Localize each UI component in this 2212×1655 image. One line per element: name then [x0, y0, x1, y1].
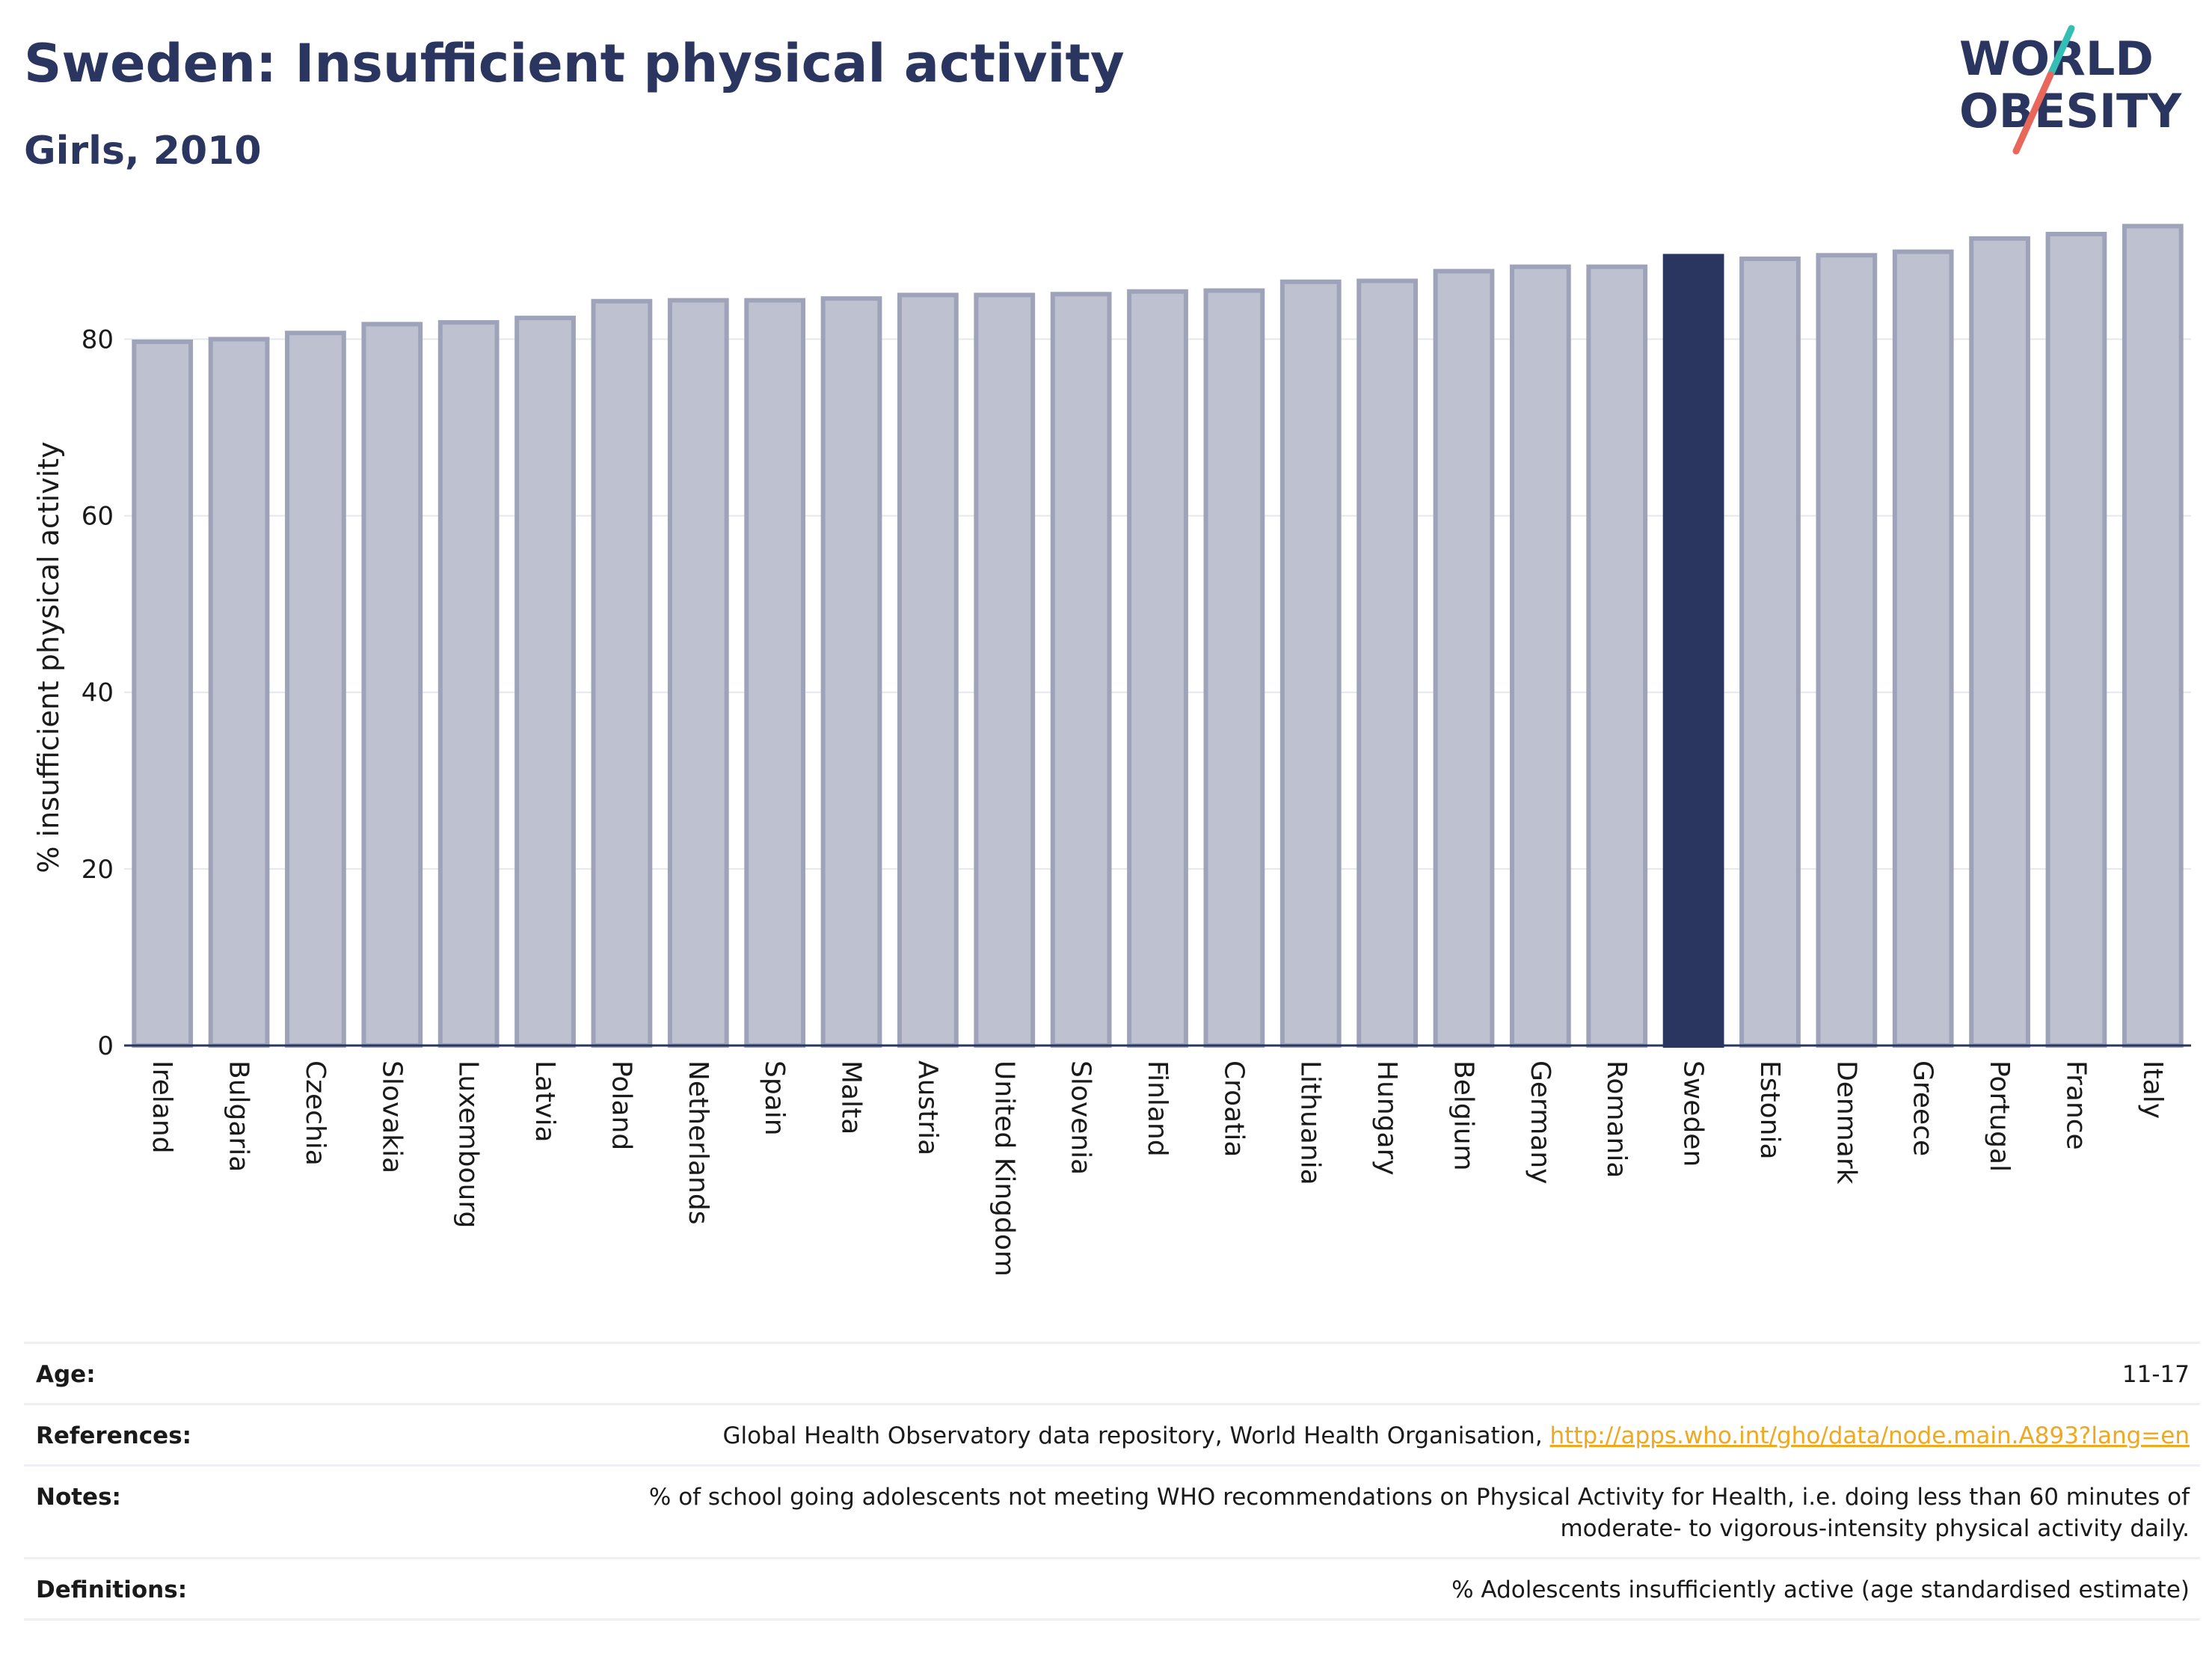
x-tick-label-czechia: Czechia — [300, 1060, 331, 1166]
y-tick-label: 20 — [82, 855, 114, 885]
notes-line-1: % of school going adolescents not meetin… — [648, 1484, 2190, 1511]
references-value: Global Health Observatory data repositor… — [241, 1403, 2200, 1466]
bar-germany[interactable] — [1509, 264, 1571, 1048]
x-tick-label-luxembourg: Luxembourg — [453, 1060, 484, 1228]
bar-poland[interactable] — [591, 298, 653, 1048]
bar-chart: 0 20 40 60 80 Ireland Bulgaria Czechia Slovakia… — [32, 224, 2191, 1277]
bar-latvia[interactable] — [514, 316, 576, 1048]
bar-hungary[interactable] — [1357, 278, 1418, 1048]
bar-slovakia[interactable] — [361, 322, 423, 1048]
bar-netherlands[interactable] — [667, 298, 729, 1048]
info-row-age: Age: 11-17 — [24, 1342, 2200, 1404]
bar-croatia[interactable] — [1203, 288, 1265, 1048]
x-tick-label-poland: Poland — [606, 1060, 636, 1150]
bar-malta[interactable] — [820, 296, 882, 1048]
x-tick-label-latvia: Latvia — [529, 1060, 560, 1143]
x-tick-label-spain: Spain — [759, 1060, 790, 1136]
x-tick-label-netherlands: Netherlands — [683, 1060, 713, 1224]
bar-lithuania[interactable] — [1279, 279, 1342, 1048]
x-tick-label-sweden: Sweden — [1678, 1060, 1709, 1167]
x-tick-label-croatia: Croatia — [1218, 1060, 1249, 1157]
y-tick-label: 0 — [97, 1031, 114, 1061]
references-label: References: — [24, 1403, 241, 1466]
definitions-label: Definitions: — [24, 1557, 241, 1621]
bar-austria[interactable] — [897, 292, 959, 1048]
x-tick-label-slovenia: Slovenia — [1066, 1060, 1096, 1175]
bar-spain[interactable] — [744, 298, 806, 1048]
x-tick-label-denmark: Denmark — [1831, 1060, 1861, 1185]
references-text: Global Health Observatory data repositor… — [722, 1422, 1550, 1449]
notes-line-2: moderate- to vigorous-intensity physical… — [1560, 1515, 2190, 1542]
bar-portugal[interactable] — [1969, 236, 2030, 1048]
bar-denmark[interactable] — [1816, 253, 1878, 1048]
bar-estonia[interactable] — [1739, 257, 1801, 1048]
x-tick-label-france: France — [2060, 1060, 2091, 1150]
info-table: Age: 11-17 References: Global Health Obs… — [24, 1342, 2200, 1621]
notes-label: Notes: — [24, 1464, 241, 1559]
x-tick-label-ireland: Ireland — [147, 1060, 177, 1154]
age-value: 11-17 — [241, 1342, 2200, 1404]
info-row-notes: Notes: % of school going adolescents not… — [24, 1464, 2200, 1559]
bar-czechia[interactable] — [285, 331, 346, 1048]
world-obesity-logo: WORLD OBESITY — [1959, 25, 2182, 155]
x-tick-label-germany: Germany — [1525, 1060, 1555, 1184]
x-tick-label-malta: Malta — [836, 1060, 867, 1134]
y-tick-label: 80 — [82, 325, 114, 354]
info-row-definitions: Definitions: % Adolescents insufficientl… — [24, 1557, 2200, 1621]
bar-slovenia[interactable] — [1050, 292, 1112, 1048]
logo-line-2: OBESITY — [1959, 84, 2182, 138]
x-tick-label-greece: Greece — [1908, 1060, 1938, 1156]
bar-bulgaria[interactable] — [208, 337, 270, 1048]
bar-luxembourg[interactable] — [437, 320, 500, 1048]
chart-subtitle: Girls, 2010 — [24, 129, 262, 174]
notes-value: % of school going adolescents not meetin… — [241, 1464, 2200, 1559]
y-tick-label: 60 — [82, 502, 114, 532]
x-tick-label-italy: Italy — [2137, 1060, 2168, 1119]
bar-sweden[interactable] — [1662, 254, 1724, 1048]
bar-finland[interactable] — [1127, 289, 1188, 1048]
bar-belgium[interactable] — [1433, 268, 1495, 1048]
x-tick-label-belgium: Belgium — [1448, 1060, 1478, 1171]
bars — [132, 224, 2184, 1048]
bar-united-kingdom[interactable] — [974, 292, 1036, 1048]
logo-slash-teal — [2047, 25, 2075, 79]
bar-ireland[interactable] — [132, 340, 194, 1048]
chart-title: Sweden: Insufficient physical activity — [24, 33, 1125, 94]
y-axis-title: % insufficient physical activity — [32, 441, 65, 873]
references-link[interactable]: http://apps.who.int/gho/data/node.main.A… — [1549, 1422, 2190, 1449]
definitions-value: % Adolescents insufficiently active (age… — [241, 1557, 2200, 1621]
x-tick-label-lithuania: Lithuania — [1295, 1060, 1326, 1185]
bar-greece[interactable] — [1892, 249, 1954, 1048]
y-axis-ticks: 0 20 40 60 80 — [82, 325, 114, 1061]
x-tick-label-united-kingdom: United Kingdom — [989, 1060, 1019, 1277]
x-tick-label-austria: Austria — [912, 1060, 943, 1155]
bar-france[interactable] — [2045, 231, 2107, 1048]
logo-slash-coral — [2012, 71, 2054, 155]
info-row-references: References: Global Health Observatory da… — [24, 1403, 2200, 1466]
bar-italy[interactable] — [2122, 224, 2184, 1048]
x-tick-label-finland: Finland — [1142, 1060, 1173, 1157]
age-label: Age: — [24, 1342, 241, 1404]
x-tick-label-romania: Romania — [1601, 1060, 1632, 1178]
x-tick-label-estonia: Estonia — [1754, 1060, 1785, 1160]
y-tick-label: 40 — [82, 678, 114, 708]
x-tick-label-slovakia: Slovakia — [376, 1060, 407, 1173]
x-tick-label-hungary: Hungary — [1371, 1060, 1402, 1176]
x-axis-labels: Ireland Bulgaria Czechia Slovakia Luxembourg… — [147, 1060, 2168, 1277]
x-tick-label-bulgaria: Bulgaria — [224, 1060, 254, 1172]
bar-romania[interactable] — [1586, 264, 1648, 1048]
x-tick-label-portugal: Portugal — [1984, 1060, 2015, 1172]
